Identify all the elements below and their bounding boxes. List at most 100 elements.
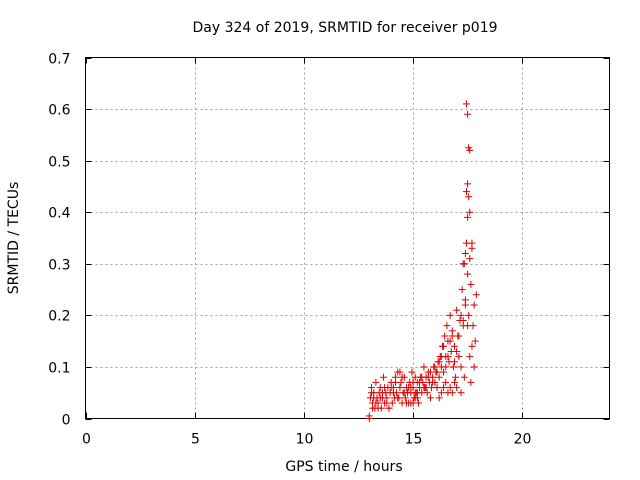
data-point — [470, 363, 478, 371]
data-point — [466, 353, 474, 361]
data-point — [444, 353, 452, 361]
data-point — [442, 378, 450, 386]
data-point — [423, 389, 431, 397]
data-point — [472, 291, 480, 299]
data-point — [420, 363, 428, 371]
y-tick-label: 0.2 — [48, 309, 70, 325]
data-point — [468, 342, 476, 350]
data-point — [446, 311, 454, 319]
data-point — [461, 249, 469, 257]
y-tick-label: 0.6 — [48, 103, 70, 119]
data-point — [376, 394, 384, 402]
data-point — [453, 384, 461, 392]
data-point — [444, 389, 452, 397]
data-point — [466, 208, 474, 216]
data-point — [400, 389, 408, 397]
data-point — [435, 373, 443, 381]
data-point — [465, 193, 473, 201]
data-point — [413, 389, 421, 397]
data-point — [458, 286, 466, 294]
data-point — [396, 368, 404, 376]
y-tick-label: 0.4 — [48, 206, 70, 222]
data-point — [467, 378, 475, 386]
data-point — [443, 322, 451, 330]
data-point — [416, 378, 424, 386]
data-point — [381, 384, 389, 392]
data-point — [418, 373, 426, 381]
data-point — [424, 373, 432, 381]
data-point — [429, 378, 437, 386]
data-point — [431, 363, 439, 371]
data-point — [380, 373, 388, 381]
x-tick-label: 0 — [82, 432, 91, 448]
data-point — [446, 384, 454, 392]
data-point — [450, 378, 458, 386]
data-point — [464, 270, 472, 278]
data-point — [365, 412, 373, 420]
data-point — [435, 358, 443, 366]
data-point — [455, 353, 463, 361]
x-tick-label: 5 — [191, 432, 200, 448]
data-point — [426, 394, 434, 402]
data-point — [460, 373, 468, 381]
data-point — [437, 353, 445, 361]
data-point — [440, 368, 448, 376]
data-point — [398, 373, 406, 381]
data-point — [411, 394, 419, 402]
x-axis-label: GPS time / hours — [285, 459, 402, 475]
y-tick-label: 0.3 — [48, 258, 70, 274]
data-point — [459, 317, 467, 325]
data-point — [470, 301, 478, 309]
x-tick-label: 15 — [405, 432, 423, 448]
data-point — [457, 311, 465, 319]
data-point — [464, 180, 472, 188]
data-point — [392, 378, 400, 386]
data-point — [448, 332, 456, 340]
data-point — [466, 255, 474, 263]
data-point — [459, 260, 467, 268]
data-point — [389, 389, 397, 397]
data-point — [464, 110, 472, 118]
y-axis-label: SRMTID / TECUs — [6, 182, 22, 295]
data-point — [465, 311, 473, 319]
data-point — [462, 100, 470, 108]
data-point — [426, 368, 434, 376]
data-point — [449, 363, 457, 371]
data-point — [453, 306, 461, 314]
data-point — [407, 384, 415, 392]
data-point — [433, 384, 441, 392]
data-point — [437, 389, 445, 397]
data-point — [385, 404, 393, 412]
data-point — [464, 322, 472, 330]
data-point — [455, 332, 463, 340]
data-point — [466, 146, 474, 154]
data-point — [378, 389, 386, 397]
y-tick-label: 0 — [62, 413, 71, 429]
data-point — [372, 378, 380, 386]
data-point — [372, 399, 380, 407]
data-point — [396, 384, 404, 392]
data-point — [387, 384, 395, 392]
data-point — [452, 373, 460, 381]
chart-title: Day 324 of 2019, SRMTID for receiver p01… — [192, 20, 497, 36]
data-point — [369, 404, 377, 412]
data-point — [446, 337, 454, 345]
data-point — [440, 342, 448, 350]
data-point — [408, 368, 416, 376]
data-point — [457, 363, 465, 371]
data-point — [441, 332, 449, 340]
data-point — [420, 384, 428, 392]
y-tick-label: 0.1 — [48, 361, 70, 377]
grid — [85, 57, 610, 419]
data-point — [450, 342, 458, 350]
data-point — [453, 347, 461, 355]
data-point — [401, 394, 409, 402]
data-point — [368, 389, 376, 397]
data-point — [409, 378, 417, 386]
data-point — [462, 188, 470, 196]
data-point — [394, 394, 402, 402]
data-point — [450, 358, 458, 366]
data-point — [461, 296, 469, 304]
data-point — [433, 368, 441, 376]
